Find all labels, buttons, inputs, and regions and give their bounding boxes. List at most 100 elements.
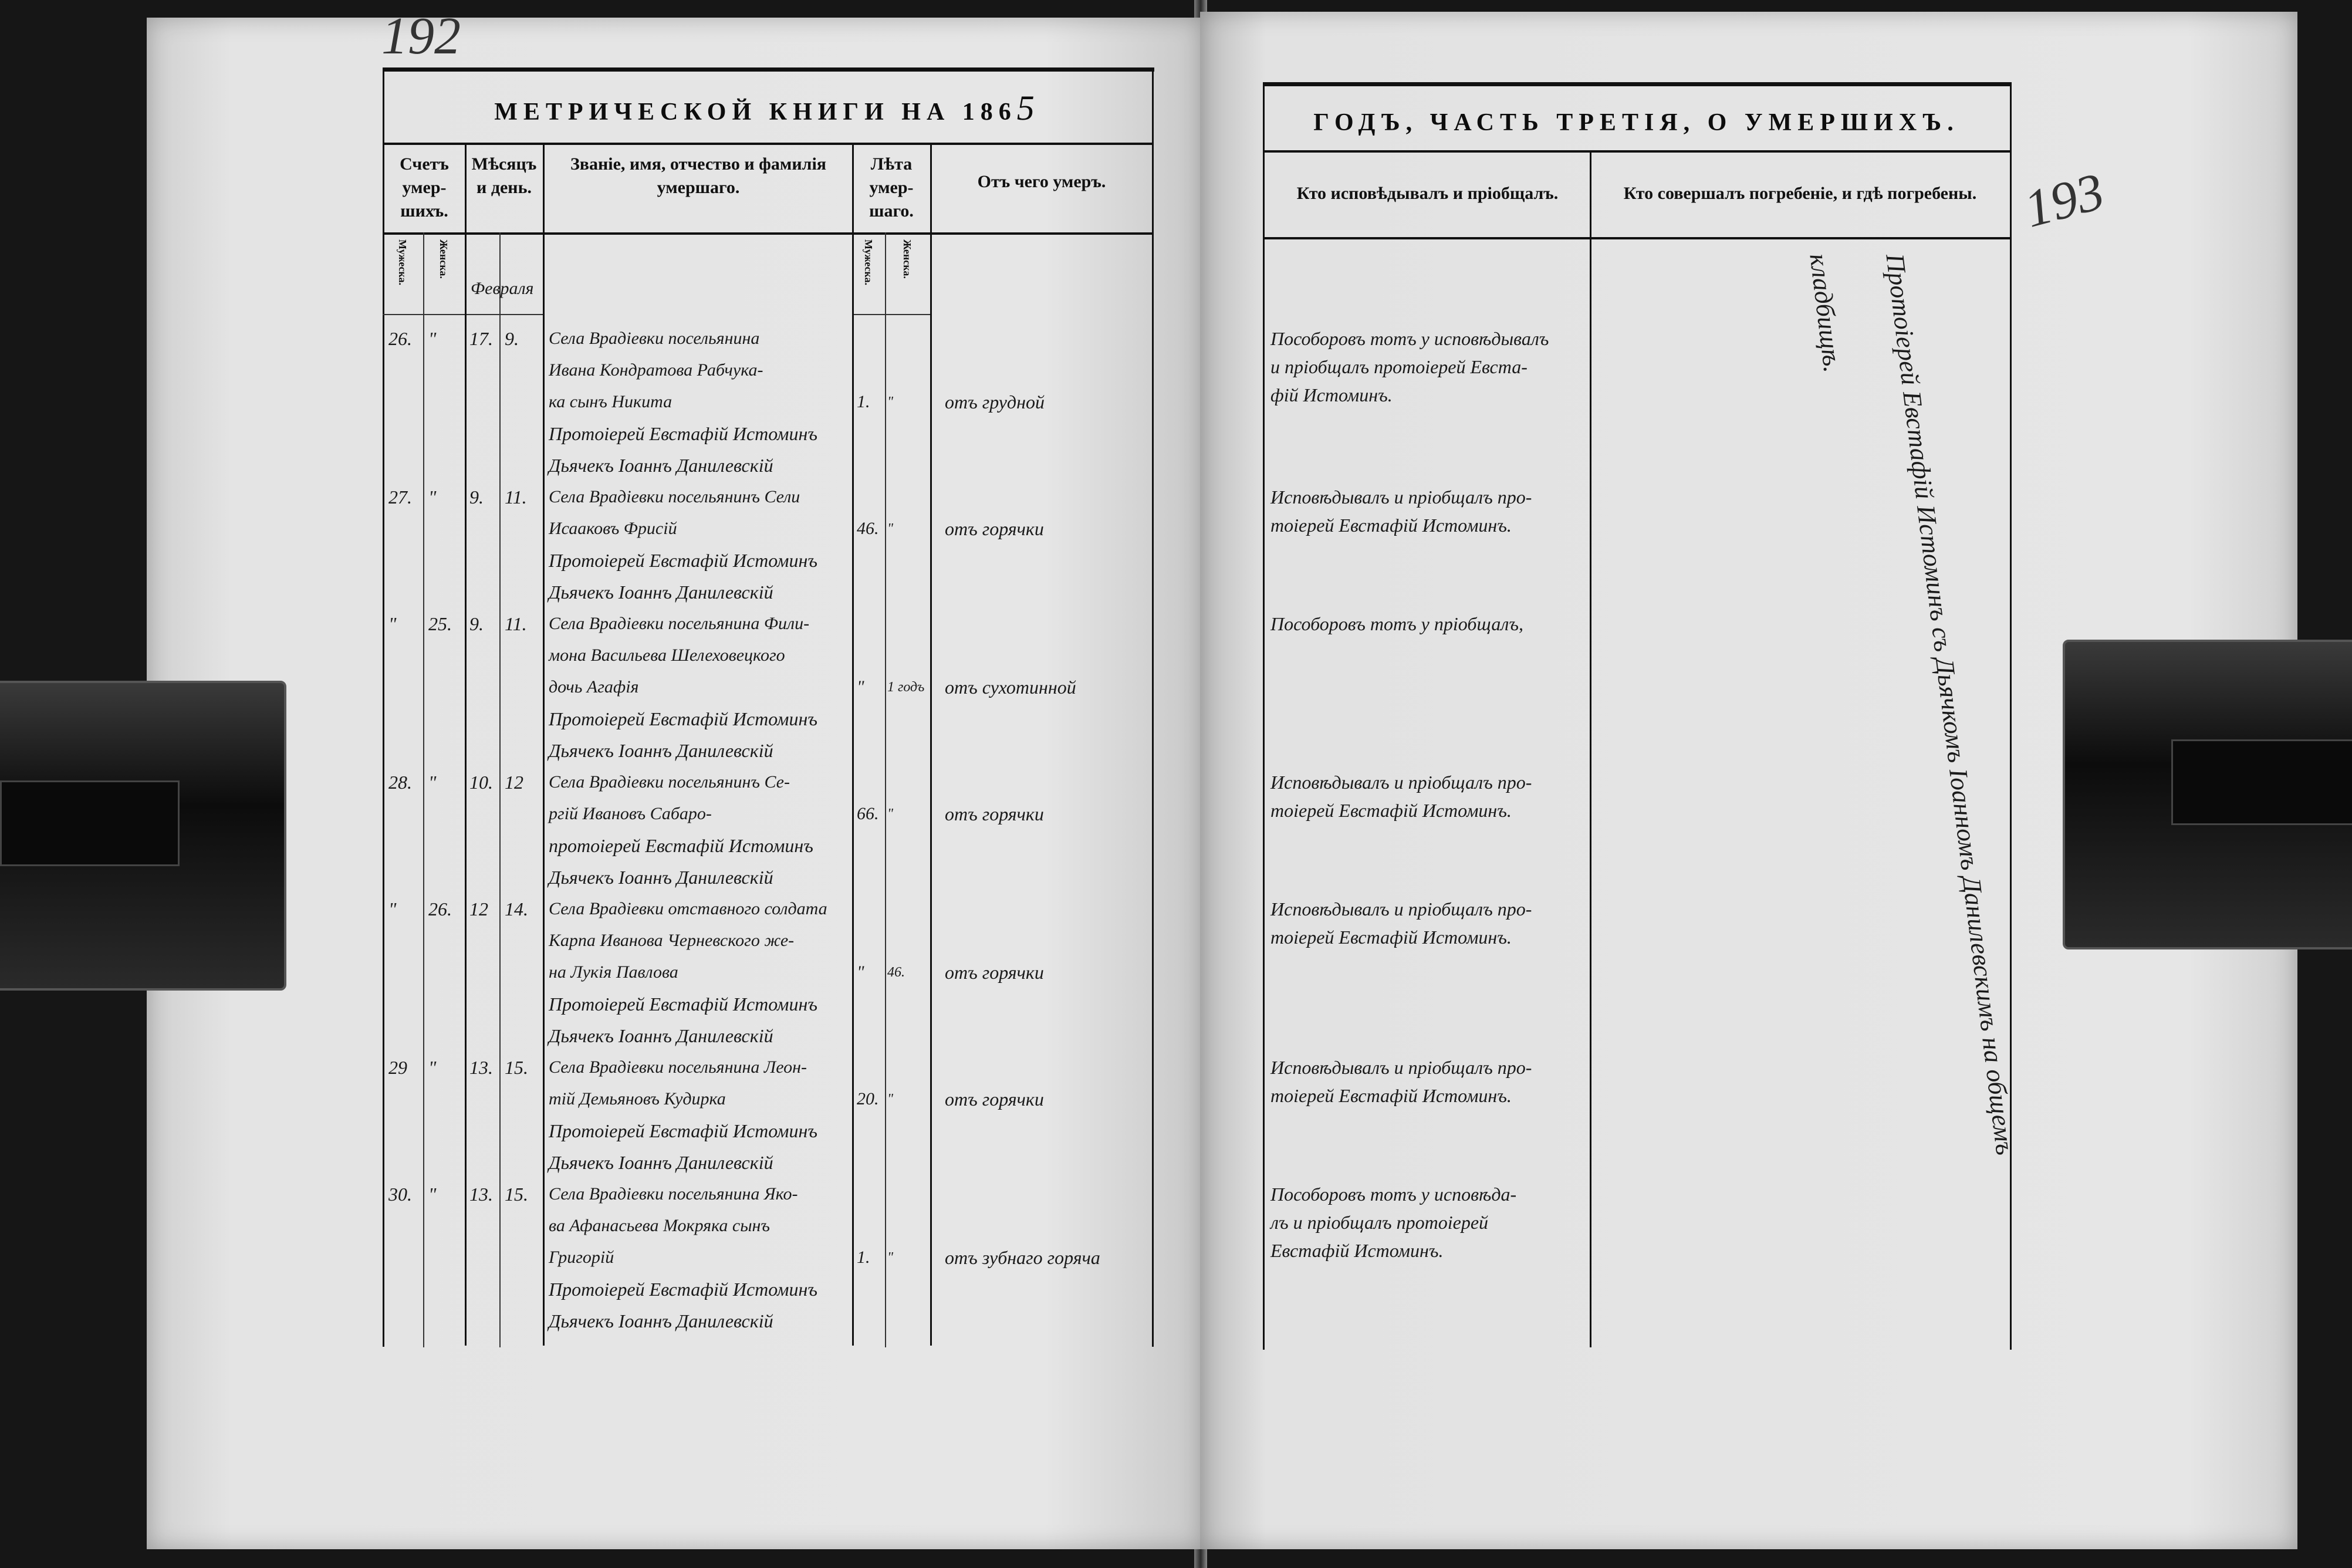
entry-death-day: 9.	[469, 613, 484, 634]
entry-male-number: "	[388, 613, 397, 634]
entry-age-male: 46.	[857, 519, 879, 538]
entry-age-female: "	[887, 1250, 894, 1265]
entry-name-line: тій Демьяновъ Кудирка	[549, 1089, 726, 1109]
entry-age-female: "	[887, 521, 894, 536]
entry-age-male: "	[857, 677, 864, 697]
entry-female-number: "	[428, 1184, 437, 1205]
entry-male-number: 27.	[388, 486, 412, 508]
subheader-female: Женска.	[438, 239, 450, 279]
entry-female-number: "	[428, 772, 437, 793]
entry-cause: отъ горячки	[945, 518, 1044, 539]
confession-line: тоіерей Евстафій Истоминъ.	[1270, 515, 1512, 536]
header-name: Званіе, имя, отчество и фамилія умершаго…	[570, 154, 827, 197]
entry-clergy-line: Протоіерей Евстафій Истоминъ	[549, 708, 817, 729]
header-count: Счетъ умер- шихъ.	[400, 154, 449, 221]
entry-burial-day: 9.	[505, 328, 519, 349]
entry-female-number: "	[428, 1057, 437, 1078]
subheader-age-male: Мужеска.	[863, 239, 874, 286]
entry-clergy-line: Протоіерей Евстафій Истоминъ	[549, 993, 817, 1015]
entry-age-female: "	[887, 806, 894, 822]
confession-line: Евстафій Истоминъ.	[1270, 1240, 1444, 1261]
entry-burial-day: 15.	[505, 1184, 528, 1205]
binder-clip-right-bar	[2171, 739, 2352, 825]
entry-name-line: Села Врадіевки посельянина Леон-	[549, 1057, 807, 1077]
entry-cause: отъ горячки	[945, 803, 1044, 824]
entry-death-day: 10.	[469, 772, 493, 793]
entry-clergy-line: Дьячекъ Іоаннъ Данилевскій	[549, 740, 773, 761]
entry-female-number: 26.	[428, 898, 452, 920]
entry-clergy-line: Дьячекъ Іоаннъ Данилевскій	[549, 1152, 773, 1173]
entry-burial-day: 11.	[505, 613, 527, 634]
entry-male-number: 28.	[388, 772, 412, 793]
entry-age-male: 20.	[857, 1089, 879, 1109]
entry-female-number: 25.	[428, 613, 452, 634]
entry-name-line: Села Врадіевки посельянинъ Сели	[549, 487, 800, 506]
subheader-age-female: Женска.	[901, 239, 913, 279]
entry-female-number: "	[428, 486, 437, 508]
entry-clergy-line: Дьячекъ Іоаннъ Данилевскій	[549, 455, 773, 476]
confession-line: тоіерей Евстафій Истоминъ.	[1270, 800, 1512, 821]
confession-line: Исповѣдывалъ и пріобщалъ про-	[1270, 898, 1532, 920]
entry-name-line: Села Врадіевки посельянина	[549, 329, 760, 348]
entry-name-line: мона Васильева Шелеховецкого	[549, 646, 785, 665]
entry-male-number: "	[388, 898, 397, 920]
entry-age-female: "	[887, 394, 894, 410]
entry-clergy-line: Протоіерей Евстафій Истоминъ	[549, 550, 817, 571]
entry-burial-day: 14.	[505, 898, 528, 920]
entry-death-day: 17.	[469, 328, 493, 349]
confession-line: Пособоровъ тотъ у исповѣдывалъ	[1270, 328, 1549, 349]
entry-age-female: 1 годъ	[887, 680, 925, 695]
entry-death-day: 9.	[469, 486, 484, 508]
title-text: МЕТРИЧЕСКОЙ КНИГИ НА 186	[494, 99, 1017, 126]
entry-age-male: 1.	[857, 392, 870, 411]
entry-name-line: Села Врадіевки отставного солдата	[549, 899, 827, 918]
entry-clergy-line: Дьячекъ Іоаннъ Данилевскій	[549, 867, 773, 888]
header-confessor: Кто исповѣдывалъ и пріобщалъ.	[1296, 184, 1559, 203]
entry-name-line: Ивана Кондратова Рабчука-	[549, 360, 763, 380]
confession-line: и пріобщалъ протоіерей Евста-	[1270, 356, 1528, 377]
entry-cause: отъ горячки	[945, 1089, 1044, 1110]
confession-line: фій Истоминъ.	[1270, 384, 1393, 405]
confession-line: тоіерей Евстафій Истоминъ.	[1270, 927, 1512, 948]
entry-clergy-line: Дьячекъ Іоаннъ Данилевскій	[549, 1025, 773, 1046]
header-cause: Отъ чего умеръ.	[977, 172, 1106, 191]
binder-clip-left-bar	[0, 780, 180, 866]
entry-name-line: Села Врадіевки посельянина Яко-	[549, 1184, 798, 1204]
entry-death-day: 13.	[469, 1057, 493, 1078]
entry-cause: отъ горячки	[945, 962, 1044, 983]
entry-death-day: 13.	[469, 1184, 493, 1205]
left-title: МЕТРИЧЕСКОЙ КНИГИ НА 1865	[383, 88, 1152, 129]
confession-line: Исповѣдывалъ и пріобщалъ про-	[1270, 1057, 1532, 1078]
entry-name-line: ргій Ивановъ Сабаро-	[549, 804, 712, 823]
confession-line: Пособоровъ тотъ у пріобщалъ,	[1270, 613, 1523, 634]
entry-name-line: Села Врадіевки посельянинъ Се-	[549, 772, 790, 792]
entry-cause: отъ сухотинной	[945, 677, 1076, 698]
entry-cause: отъ зубнаго горяча	[945, 1247, 1100, 1268]
confession-line: Исповѣдывалъ и пріобщалъ про-	[1270, 772, 1532, 793]
entry-male-number: 29	[388, 1057, 407, 1078]
entry-clergy-line: Протоіерей Евстафій Истоминъ	[549, 1279, 817, 1300]
entry-male-number: 26.	[388, 328, 412, 349]
entry-age-female: "	[887, 1091, 894, 1107]
entry-name-line: ка сынъ Никита	[549, 392, 673, 411]
entry-name-line: на Лукія Павлова	[549, 962, 678, 982]
entry-name-line: Григорій	[549, 1248, 614, 1267]
entry-burial-day: 11.	[505, 486, 527, 508]
entry-cause: отъ грудной	[945, 391, 1045, 413]
confession-line: тоіерей Евстафій Истоминъ.	[1270, 1085, 1512, 1106]
entry-age-male: "	[857, 962, 864, 982]
entry-clergy-line: Дьячекъ Іоаннъ Данилевскій	[549, 582, 773, 603]
entry-age-female: 46.	[887, 965, 905, 980]
entry-death-day: 12	[469, 898, 488, 920]
entry-clergy-line: Дьячекъ Іоаннъ Данилевскій	[549, 1310, 773, 1332]
header-age: Лѣта умер- шаго.	[869, 154, 914, 221]
month-label: Февраля	[471, 279, 534, 298]
entry-clergy-line: Протоіерей Евстафій Истоминъ	[549, 1120, 817, 1141]
entry-male-number: 30.	[388, 1184, 412, 1205]
entry-age-male: 1.	[857, 1248, 870, 1267]
right-title: ГОДЪ, ЧАСТЬ ТРЕТІЯ, О УМЕРШИХЪ.	[1313, 109, 1959, 136]
confession-line: Исповѣдывалъ и пріобщалъ про-	[1270, 486, 1532, 508]
entry-name-line: дочь Агафія	[549, 677, 639, 697]
header-burial: Кто совершалъ погребеніе, и гдѣ погребен…	[1623, 184, 1977, 203]
entry-female-number: "	[428, 328, 437, 349]
